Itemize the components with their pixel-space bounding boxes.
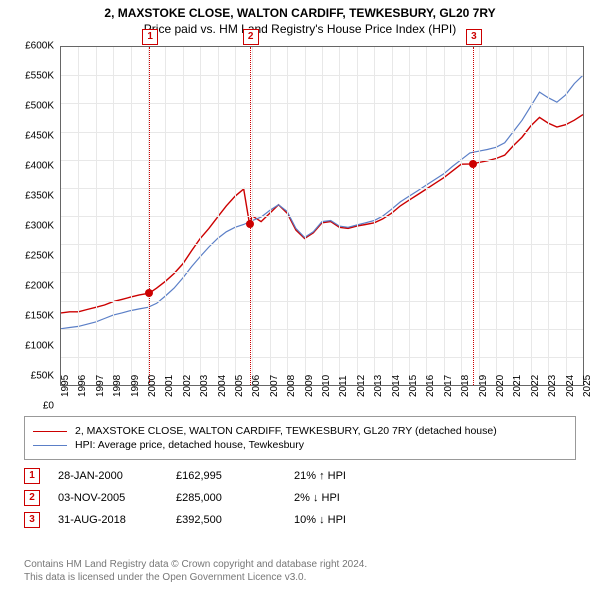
price-chart-page: { "title": "2, MAXSTOKE CLOSE, WALTON CA… (0, 0, 600, 590)
x-tick-label: 1997 (95, 375, 106, 397)
legend-swatch-hpi (33, 445, 67, 446)
x-tick-label: 2025 (582, 375, 593, 397)
y-tick-label: £250K (25, 251, 54, 262)
x-tick-label: 2024 (565, 375, 576, 397)
sale-date-3: 31-AUG-2018 (58, 514, 158, 526)
x-tick-label: 2016 (425, 375, 436, 397)
x-axis: 1995199619971998199920002001200220032004… (60, 386, 584, 406)
sales-table: 1 28-JAN-2000 £162,995 21% ↑ HPI 2 03-NO… (24, 462, 576, 534)
legend-item-property: 2, MAXSTOKE CLOSE, WALTON CARDIFF, TEWKE… (33, 425, 567, 437)
x-tick-label: 2020 (495, 375, 506, 397)
sale-marker-badge-1: 1 (142, 29, 158, 45)
x-tick-label: 2009 (304, 375, 315, 397)
sale-marker-line-1: 1 (149, 47, 150, 385)
x-tick-label: 2018 (460, 375, 471, 397)
x-tick-label: 2014 (391, 375, 402, 397)
legend: 2, MAXSTOKE CLOSE, WALTON CARDIFF, TEWKE… (24, 416, 576, 460)
y-tick-label: £50K (31, 371, 54, 382)
y-tick-label: £500K (25, 101, 54, 112)
x-tick-label: 2002 (182, 375, 193, 397)
x-tick-label: 1998 (112, 375, 123, 397)
footnote-line-2: This data is licensed under the Open Gov… (24, 571, 367, 584)
x-tick-label: 2004 (217, 375, 228, 397)
y-tick-label: £100K (25, 341, 54, 352)
x-tick-label: 1995 (60, 375, 71, 397)
sale-badge-1: 1 (24, 468, 40, 484)
legend-swatch-property (33, 431, 67, 432)
sale-date-2: 03-NOV-2005 (58, 492, 158, 504)
y-tick-label: £600K (25, 41, 54, 52)
x-tick-label: 2017 (443, 375, 454, 397)
sale-marker-line-2: 2 (250, 47, 251, 385)
sale-marker-badge-2: 2 (243, 29, 259, 45)
sale-row-2: 2 03-NOV-2005 £285,000 2% ↓ HPI (24, 490, 576, 506)
y-tick-label: £0 (43, 401, 54, 412)
sale-diff-3: 10% ↓ HPI (294, 514, 404, 526)
sale-diff-1: 21% ↑ HPI (294, 470, 404, 482)
x-tick-label: 2013 (373, 375, 384, 397)
x-tick-label: 2021 (512, 375, 523, 397)
x-tick-label: 2015 (408, 375, 419, 397)
sale-badge-3: 3 (24, 512, 40, 528)
x-tick-label: 1999 (130, 375, 141, 397)
x-tick-label: 2019 (478, 375, 489, 397)
plot-area: 123 (60, 46, 584, 386)
sale-date-1: 28-JAN-2000 (58, 470, 158, 482)
y-tick-label: £450K (25, 131, 54, 142)
sale-marker-dot-3 (469, 160, 477, 168)
x-tick-label: 2022 (530, 375, 541, 397)
x-tick-label: 2006 (251, 375, 262, 397)
sale-badge-2: 2 (24, 490, 40, 506)
x-tick-label: 2023 (547, 375, 558, 397)
sale-marker-dot-2 (246, 220, 254, 228)
x-tick-label: 2001 (164, 375, 175, 397)
legend-item-hpi: HPI: Average price, detached house, Tewk… (33, 439, 567, 451)
y-tick-label: £550K (25, 71, 54, 82)
x-tick-label: 2003 (199, 375, 210, 397)
sale-marker-badge-3: 3 (466, 29, 482, 45)
x-tick-label: 2011 (338, 375, 349, 397)
x-tick-label: 2012 (356, 375, 367, 397)
sale-marker-dot-1 (145, 289, 153, 297)
x-tick-label: 2007 (269, 375, 280, 397)
chart-area: £0£50K£100K£150K£200K£250K£300K£350K£400… (12, 46, 588, 406)
y-axis: £0£50K£100K£150K£200K£250K£300K£350K£400… (12, 46, 56, 406)
sale-diff-2: 2% ↓ HPI (294, 492, 404, 504)
chart-subtitle: Price paid vs. HM Land Registry's House … (0, 22, 600, 36)
legend-label-hpi: HPI: Average price, detached house, Tewk… (75, 439, 304, 451)
x-tick-label: 2008 (286, 375, 297, 397)
y-tick-label: £350K (25, 191, 54, 202)
x-tick-label: 1996 (77, 375, 88, 397)
x-tick-label: 2000 (147, 375, 158, 397)
sale-price-2: £285,000 (176, 492, 276, 504)
y-tick-label: £200K (25, 281, 54, 292)
sale-row-1: 1 28-JAN-2000 £162,995 21% ↑ HPI (24, 468, 576, 484)
sale-price-1: £162,995 (176, 470, 276, 482)
x-tick-label: 2005 (234, 375, 245, 397)
footnote: Contains HM Land Registry data © Crown c… (24, 558, 367, 584)
y-tick-label: £400K (25, 161, 54, 172)
y-tick-label: £150K (25, 311, 54, 322)
x-tick-label: 2010 (321, 375, 332, 397)
chart-title: 2, MAXSTOKE CLOSE, WALTON CARDIFF, TEWKE… (0, 6, 600, 20)
sale-price-3: £392,500 (176, 514, 276, 526)
sale-row-3: 3 31-AUG-2018 £392,500 10% ↓ HPI (24, 512, 576, 528)
legend-label-property: 2, MAXSTOKE CLOSE, WALTON CARDIFF, TEWKE… (75, 425, 497, 437)
y-tick-label: £300K (25, 221, 54, 232)
sale-marker-line-3: 3 (473, 47, 474, 385)
footnote-line-1: Contains HM Land Registry data © Crown c… (24, 558, 367, 571)
